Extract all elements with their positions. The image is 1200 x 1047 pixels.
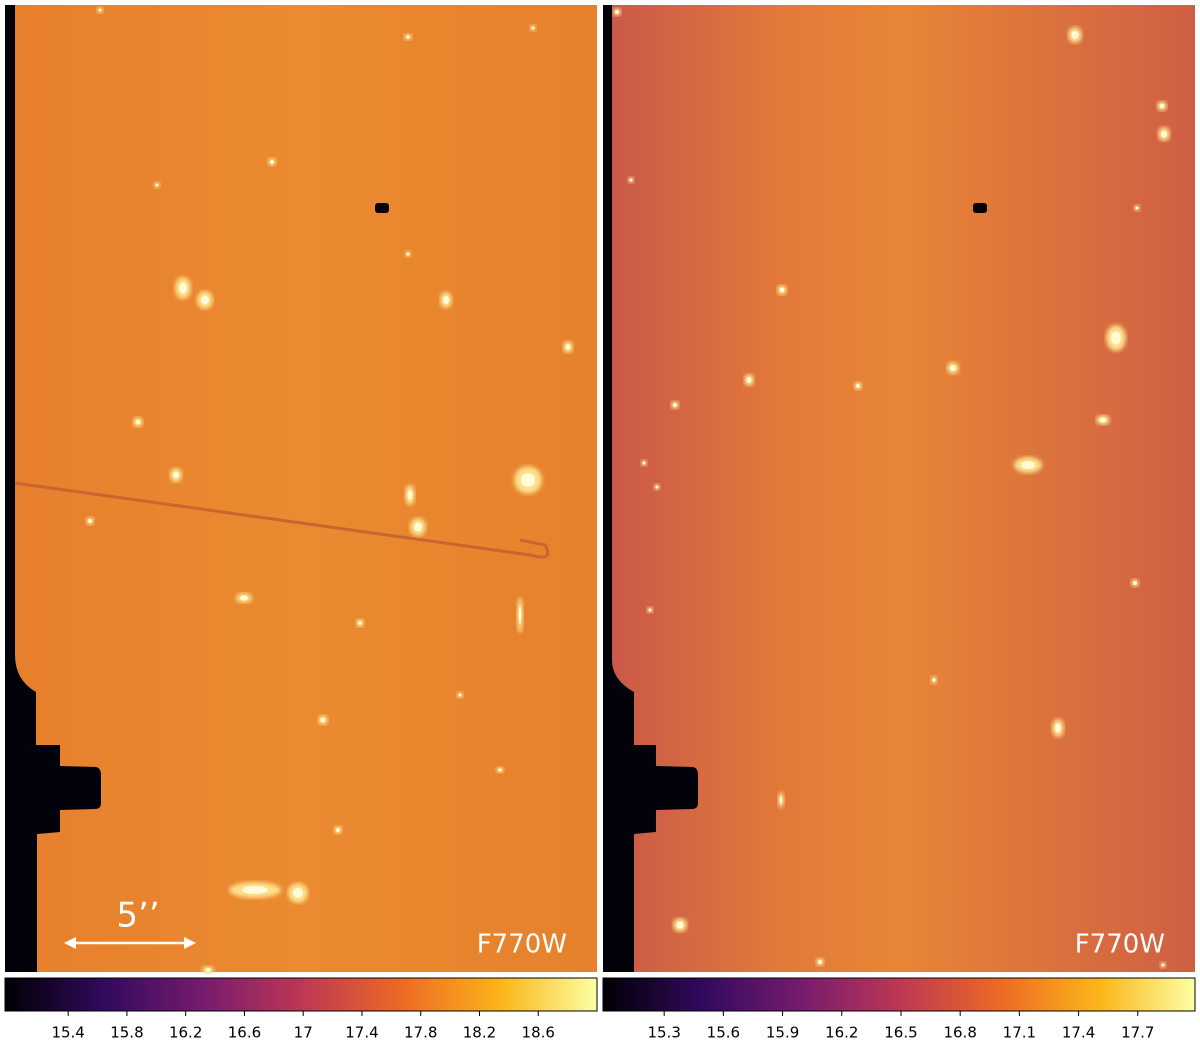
- source-core: [779, 287, 785, 293]
- bad-pixel: [375, 203, 389, 213]
- source-core: [88, 519, 92, 523]
- source-core: [270, 160, 274, 164]
- detector-mask: [603, 5, 698, 972]
- source-core: [642, 461, 646, 465]
- source-core: [1071, 31, 1079, 39]
- source-core: [655, 485, 659, 489]
- source-core: [856, 384, 860, 388]
- colorbar: [4, 977, 598, 1012]
- colorbar-tick-label: 17.7: [1121, 1024, 1154, 1042]
- source-core: [629, 178, 633, 182]
- colorbar-tick-label: 18.6: [522, 1024, 555, 1042]
- source-core: [173, 471, 179, 479]
- colorbar-tick-label: 16.2: [169, 1024, 202, 1042]
- source-core: [98, 8, 102, 12]
- detector-mask: [5, 5, 101, 972]
- colorbar-tick-label: 17.4: [345, 1024, 378, 1042]
- source-core: [1055, 723, 1061, 733]
- colorbar-tick-label: 17.1: [1003, 1024, 1036, 1042]
- colorbar-tick-label: 15.3: [647, 1024, 680, 1042]
- source-core: [240, 595, 248, 601]
- source-core: [779, 796, 783, 804]
- source-core: [179, 282, 187, 294]
- bad-pixel: [973, 203, 987, 213]
- image-background: [603, 5, 1195, 972]
- colorbar-tick-label: 18.2: [463, 1024, 496, 1042]
- source-core: [1021, 461, 1035, 469]
- source-core: [531, 26, 535, 30]
- source-core: [676, 921, 684, 929]
- source-core: [932, 678, 936, 682]
- source-core: [406, 35, 410, 39]
- colorbar-tick-label: 15.9: [766, 1024, 799, 1042]
- streak: [14, 481, 550, 559]
- colorbar-tick-label: 17.8: [404, 1024, 437, 1042]
- source-core: [518, 606, 522, 624]
- source-core: [1133, 581, 1137, 585]
- source-core: [818, 960, 822, 964]
- filter-label: F770W: [1075, 930, 1165, 960]
- panel: [5, 5, 597, 974]
- colorbar-tick-label: 16.8: [943, 1024, 976, 1042]
- source-core: [414, 522, 422, 532]
- filter-label: F770W: [477, 930, 567, 960]
- source-core: [1111, 331, 1121, 345]
- source-core: [458, 693, 462, 697]
- source-core: [521, 473, 535, 487]
- colorbar-tick-label: 16.5: [884, 1024, 917, 1042]
- source-core: [135, 419, 141, 425]
- source-core: [201, 295, 209, 305]
- source-core: [407, 490, 413, 500]
- source-core: [565, 344, 571, 350]
- colorbar-tick-label: 17: [294, 1024, 313, 1042]
- source-core: [242, 886, 268, 894]
- source-core: [155, 183, 159, 187]
- image-background: [5, 5, 597, 972]
- colorbar-tick-label: 15.6: [707, 1024, 740, 1042]
- source-core: [358, 621, 362, 625]
- source-core: [1159, 103, 1165, 109]
- source-core: [320, 717, 326, 723]
- source-core: [1161, 963, 1165, 967]
- panel: [603, 5, 1195, 972]
- source-core: [615, 10, 619, 14]
- colorbar-tick-label: 15.4: [51, 1024, 84, 1042]
- scale-label: 5’’: [116, 896, 159, 936]
- source-core: [746, 377, 752, 383]
- source-core: [498, 768, 502, 772]
- source-core: [1099, 417, 1107, 423]
- source-core: [673, 403, 677, 407]
- colorbar-tick-label: 15.8: [110, 1024, 143, 1042]
- colorbar-tick-label: 17.4: [1062, 1024, 1095, 1042]
- source-core: [1135, 206, 1139, 210]
- source-core: [406, 252, 410, 256]
- colorbar: [602, 977, 1196, 1012]
- colorbar-tick-label: 16.6: [228, 1024, 261, 1042]
- source-core: [336, 828, 340, 832]
- source-core: [1161, 130, 1167, 138]
- source-core: [648, 608, 652, 612]
- source-core: [443, 296, 449, 304]
- colorbar-tick-label: 16.2: [825, 1024, 858, 1042]
- source-core: [950, 365, 956, 371]
- source-core: [293, 888, 303, 898]
- source-core: [205, 968, 211, 972]
